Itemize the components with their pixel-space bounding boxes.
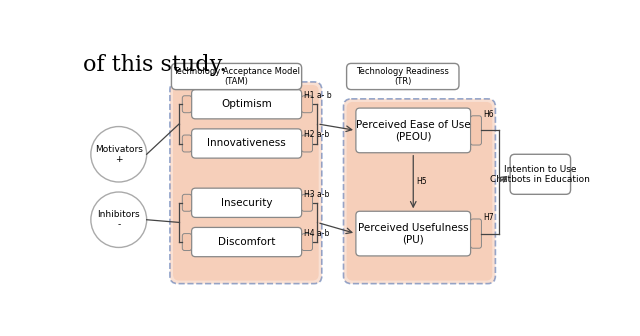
FancyBboxPatch shape bbox=[301, 234, 312, 251]
Text: H2 a-b: H2 a-b bbox=[304, 130, 329, 139]
Text: H1 a- b: H1 a- b bbox=[304, 91, 332, 100]
Text: Discomfort: Discomfort bbox=[218, 237, 275, 247]
FancyBboxPatch shape bbox=[191, 129, 301, 158]
FancyBboxPatch shape bbox=[173, 85, 319, 281]
FancyBboxPatch shape bbox=[191, 227, 301, 257]
Circle shape bbox=[91, 127, 147, 182]
FancyBboxPatch shape bbox=[356, 108, 470, 153]
Text: Perceived Ease of Use
(PEOU): Perceived Ease of Use (PEOU) bbox=[356, 120, 470, 141]
Text: Intention to Use
Chatbots in Education: Intention to Use Chatbots in Education bbox=[490, 165, 590, 184]
FancyBboxPatch shape bbox=[301, 194, 312, 211]
Text: Motivators
+: Motivators + bbox=[95, 144, 143, 164]
FancyBboxPatch shape bbox=[170, 82, 322, 284]
Text: H5: H5 bbox=[417, 177, 427, 186]
FancyBboxPatch shape bbox=[470, 219, 481, 248]
FancyBboxPatch shape bbox=[172, 64, 301, 90]
FancyBboxPatch shape bbox=[191, 188, 301, 217]
FancyBboxPatch shape bbox=[301, 135, 312, 152]
FancyBboxPatch shape bbox=[510, 154, 571, 194]
Text: Insecurity: Insecurity bbox=[221, 198, 273, 208]
FancyBboxPatch shape bbox=[182, 234, 191, 251]
FancyBboxPatch shape bbox=[344, 99, 495, 284]
Text: of this study.: of this study. bbox=[83, 54, 227, 76]
FancyBboxPatch shape bbox=[191, 90, 301, 119]
Text: Technology Acceptance Model
(TAM): Technology Acceptance Model (TAM) bbox=[173, 67, 300, 86]
Text: Technology Readiness
(TR): Technology Readiness (TR) bbox=[356, 67, 449, 86]
FancyBboxPatch shape bbox=[301, 96, 312, 113]
Text: Innovativeness: Innovativeness bbox=[207, 138, 286, 149]
FancyBboxPatch shape bbox=[182, 96, 191, 113]
FancyBboxPatch shape bbox=[356, 211, 470, 256]
Text: Inhibitors
-: Inhibitors - bbox=[97, 210, 140, 229]
Text: H6: H6 bbox=[483, 110, 493, 119]
Circle shape bbox=[91, 192, 147, 247]
FancyBboxPatch shape bbox=[470, 116, 481, 145]
FancyBboxPatch shape bbox=[182, 135, 191, 152]
Text: H4 a-b: H4 a-b bbox=[304, 229, 330, 238]
Text: H7: H7 bbox=[483, 213, 493, 222]
FancyBboxPatch shape bbox=[347, 102, 492, 281]
Text: Optimism: Optimism bbox=[221, 99, 272, 109]
Text: Perceived Usefulness
(PU): Perceived Usefulness (PU) bbox=[358, 223, 468, 244]
FancyBboxPatch shape bbox=[182, 194, 191, 211]
Text: H3 a-b: H3 a-b bbox=[304, 190, 330, 199]
FancyBboxPatch shape bbox=[347, 64, 459, 90]
